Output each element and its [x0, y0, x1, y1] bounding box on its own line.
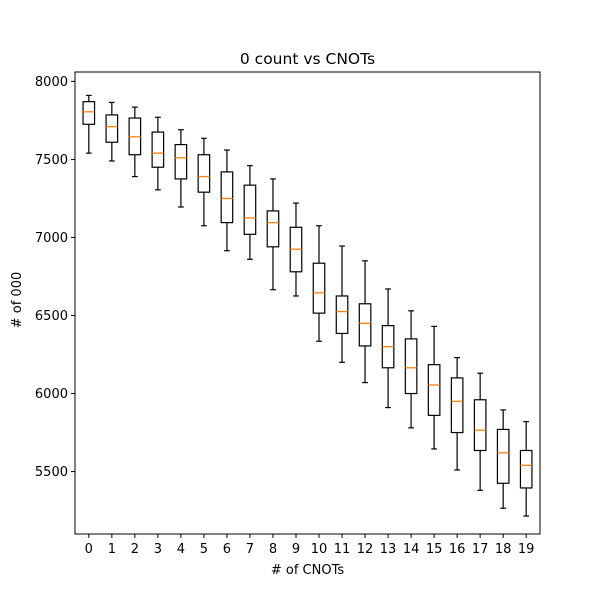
box-group	[128, 106, 142, 178]
box-group	[266, 178, 280, 291]
x-tick-label: 11	[334, 542, 351, 557]
x-tick-label: 3	[154, 542, 162, 557]
iqr-box	[404, 338, 418, 395]
iqr-box	[197, 154, 211, 193]
x-tick-label: 9	[292, 542, 300, 557]
y-tick-label: 5500	[35, 465, 68, 480]
iqr-box	[243, 184, 257, 235]
x-tick-label: 14	[403, 542, 420, 557]
box-group	[450, 357, 464, 471]
box-group	[174, 129, 188, 208]
iqr-box	[151, 131, 165, 168]
iqr-box	[220, 171, 234, 224]
y-tick-label: 6000	[35, 387, 68, 402]
iqr-box	[473, 399, 487, 452]
iqr-box	[174, 143, 188, 180]
box-group	[335, 245, 349, 363]
box-group	[496, 409, 510, 509]
box-group	[404, 310, 418, 429]
iqr-box	[312, 262, 326, 314]
box-group	[312, 225, 326, 342]
x-tick-label: 2	[131, 542, 139, 557]
box-group	[151, 116, 165, 191]
x-tick-label: 8	[269, 542, 277, 557]
y-tick-label: 7000	[35, 231, 68, 246]
y-tick-label: 6500	[35, 309, 68, 324]
iqr-box	[450, 377, 464, 434]
x-tick-label: 17	[472, 542, 489, 557]
box-group	[220, 149, 234, 252]
box-group	[243, 165, 257, 260]
box-group	[289, 202, 303, 297]
box-group	[427, 325, 441, 450]
x-tick-label: 19	[518, 542, 535, 557]
x-tick-label: 13	[380, 542, 397, 557]
iqr-box	[82, 101, 96, 125]
box-group	[197, 137, 211, 227]
box-group	[381, 288, 395, 409]
box-group	[82, 94, 96, 154]
y-axis-label: # of 000	[10, 272, 25, 329]
iqr-box	[496, 428, 510, 484]
box-group	[105, 101, 119, 162]
x-tick-label: 0	[85, 542, 93, 557]
box-group	[358, 260, 372, 384]
box-group	[473, 372, 487, 491]
x-tick-label: 10	[311, 542, 328, 557]
chart-title: 0 count vs CNOTs	[240, 50, 375, 68]
x-tick-label: 6	[223, 542, 231, 557]
x-tick-label: 5	[200, 542, 208, 557]
iqr-box	[427, 364, 441, 416]
iqr-box	[266, 210, 280, 248]
x-tick-label: 16	[449, 542, 466, 557]
x-tick-label: 18	[495, 542, 512, 557]
x-tick-label: 15	[426, 542, 443, 557]
iqr-box	[105, 114, 119, 143]
x-tick-label: 7	[246, 542, 254, 557]
iqr-box	[358, 303, 372, 347]
x-tick-label: 4	[177, 542, 185, 557]
axes-frame	[74, 71, 541, 535]
y-tick-label: 8000	[35, 75, 68, 90]
iqr-box	[519, 449, 533, 489]
x-axis-label: # of CNOTs	[271, 563, 345, 578]
y-tick-label: 7500	[35, 153, 68, 168]
x-tick-label: 1	[108, 542, 116, 557]
iqr-box	[335, 295, 349, 335]
box-group	[519, 421, 533, 517]
x-tick-label: 12	[357, 542, 374, 557]
